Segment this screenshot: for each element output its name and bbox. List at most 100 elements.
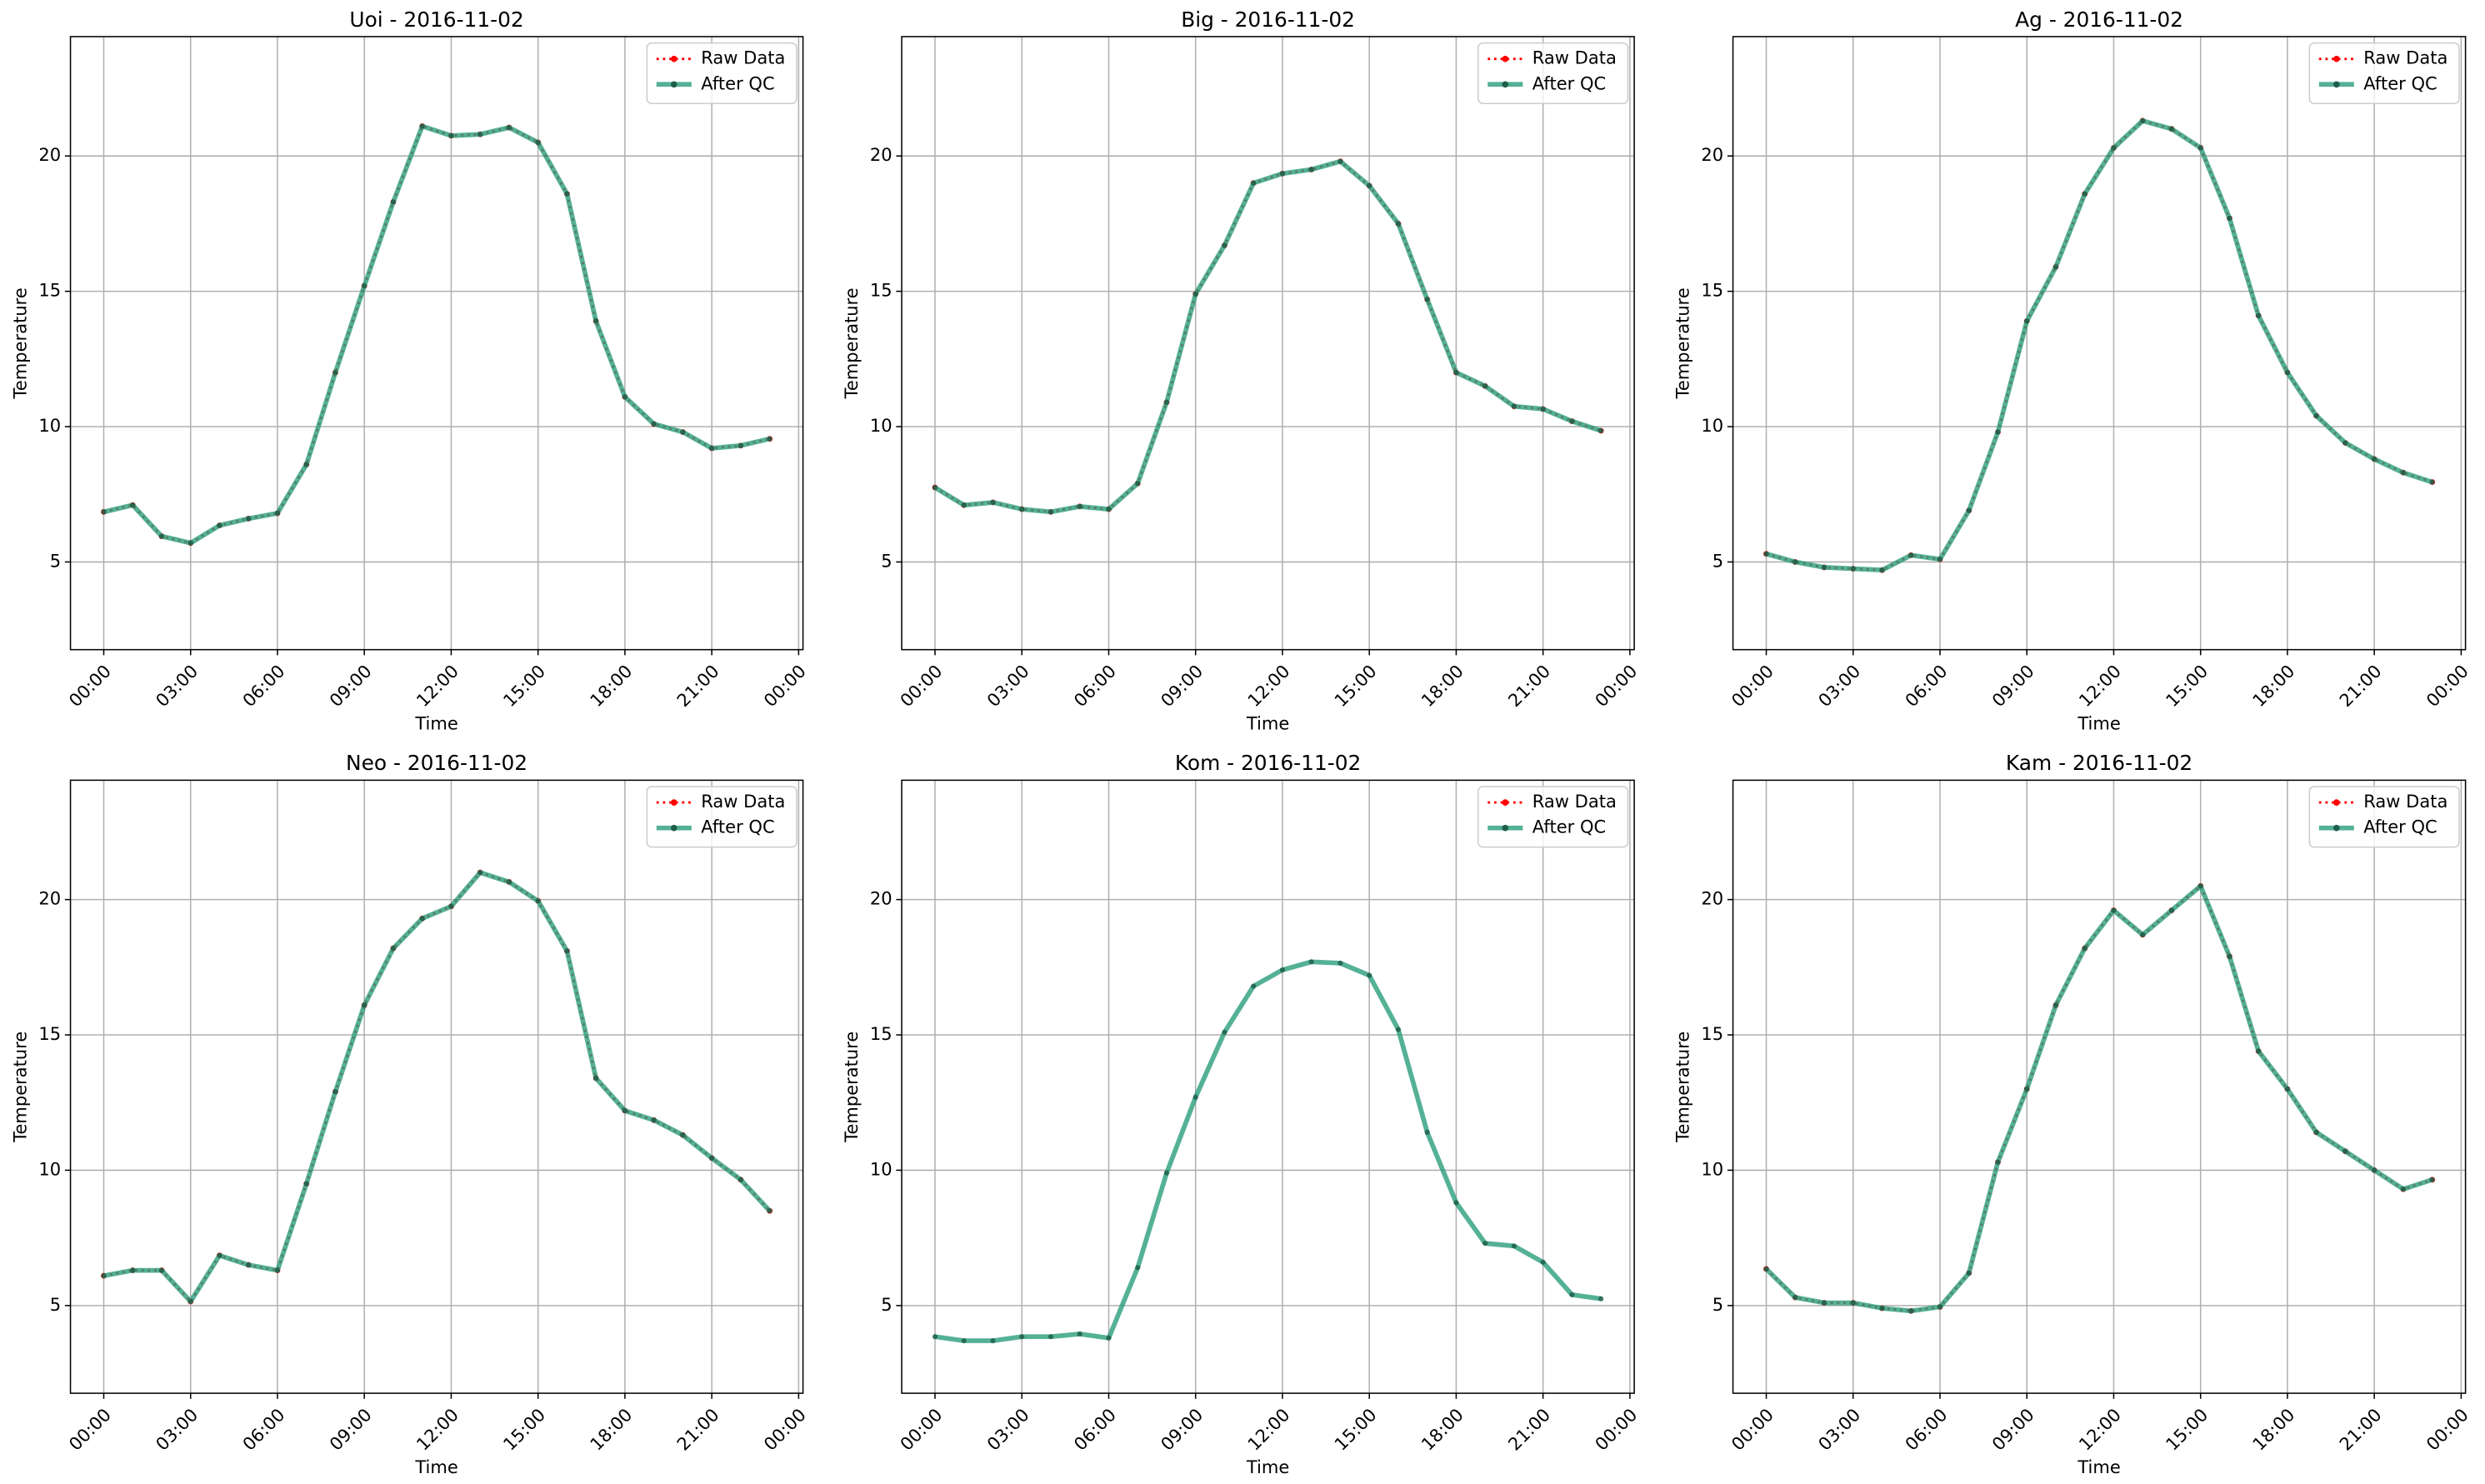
data-point xyxy=(1019,507,1025,512)
data-point xyxy=(2111,907,2117,913)
legend-label: Raw Data xyxy=(2363,47,2448,68)
x-tick-label: 12:00 xyxy=(1243,1404,1294,1455)
data-point xyxy=(2313,1129,2319,1136)
legend-marker xyxy=(2332,799,2340,806)
legend: Raw Data After QC xyxy=(1478,42,1629,104)
chart-title: Big - 2016-11-02 xyxy=(1181,7,1355,32)
data-point xyxy=(1279,171,1286,177)
x-tick-label: 09:00 xyxy=(325,1404,376,1455)
axes-frame xyxy=(1732,779,2467,1394)
data-point xyxy=(1763,551,1769,557)
data-point xyxy=(1251,180,1257,186)
subplot: 00:00 03:00 06:00 09:00 12:00 15:00 18:00 21:00… xyxy=(841,7,1642,734)
legend: Raw Data After QC xyxy=(1478,786,1629,848)
y-tick-label: 10 xyxy=(1701,415,1723,436)
data-point xyxy=(274,510,281,517)
data-point xyxy=(1598,427,1604,433)
x-tick-label: 09:00 xyxy=(325,661,376,712)
y-axis-label: Temperature xyxy=(841,287,862,399)
data-point xyxy=(1569,1292,1575,1297)
x-tick-label: 06:00 xyxy=(1901,1404,1952,1455)
data-point xyxy=(1222,1029,1228,1035)
data-point xyxy=(101,509,107,515)
data-point xyxy=(246,1262,252,1268)
data-point xyxy=(651,421,657,427)
data-point xyxy=(303,1181,309,1187)
x-tick-label: 06:00 xyxy=(1069,1404,1120,1455)
y-tick-label: 5 xyxy=(50,550,61,571)
data-point xyxy=(1163,1170,1170,1176)
x-tick-label: 00:00 xyxy=(759,661,810,712)
data-point xyxy=(448,903,454,909)
chart-title: Uoi - 2016-11-02 xyxy=(349,7,523,32)
data-point xyxy=(1279,967,1286,973)
legend-marker xyxy=(2332,824,2340,832)
x-tick-label: 21:00 xyxy=(2335,661,2386,712)
y-axis-label: Temperature xyxy=(1672,287,1692,399)
series-line xyxy=(1764,883,2433,1314)
legend-marker xyxy=(1502,799,1509,806)
x-tick-label: 18:00 xyxy=(586,1404,637,1455)
x-tick-label: 06:00 xyxy=(1901,661,1952,712)
y-tick-label: 15 xyxy=(870,280,892,301)
y-tick-label: 15 xyxy=(1701,280,1723,301)
chart-title: Kam - 2016-11-02 xyxy=(2006,751,2192,775)
subplot: 00:00 03:00 06:00 09:00 12:00 15:00 18:00 21:00… xyxy=(841,751,1642,1477)
data-point xyxy=(2284,369,2290,376)
legend-marker xyxy=(1502,81,1509,88)
data-point xyxy=(2168,126,2175,132)
data-point xyxy=(158,533,165,539)
data-point xyxy=(2227,953,2232,959)
x-tick-label: 15:00 xyxy=(2162,661,2212,712)
data-point xyxy=(158,1267,165,1273)
data-point xyxy=(419,123,425,129)
subplot: 00:00 03:00 06:00 09:00 12:00 15:00 18:00 21:00… xyxy=(1672,7,2472,734)
y-tick-label: 20 xyxy=(38,144,61,165)
data-point xyxy=(1424,1129,1430,1136)
x-tick-label: 12:00 xyxy=(412,661,462,712)
legend-marker xyxy=(670,824,678,832)
data-point xyxy=(1792,1295,1798,1301)
data-point xyxy=(1908,552,1914,558)
data-point xyxy=(332,1089,338,1095)
axes-frame xyxy=(901,779,1635,1394)
x-tick-label: 00:00 xyxy=(1728,1404,1778,1455)
legend-label: After QC xyxy=(701,72,774,93)
data-point xyxy=(217,522,222,528)
y-axis-label: Temperature xyxy=(841,1032,862,1143)
y-tick-label: 10 xyxy=(870,1158,892,1179)
data-point xyxy=(1395,1027,1401,1032)
axes-frame xyxy=(69,36,804,651)
data-point xyxy=(448,132,454,138)
plot-area xyxy=(1732,780,2466,1394)
data-point xyxy=(1106,1335,1112,1341)
plot-area xyxy=(1732,36,2466,650)
x-axis-label: Time xyxy=(414,712,458,733)
data-point xyxy=(1821,564,1828,570)
data-point xyxy=(1482,1241,1488,1247)
data-point xyxy=(390,946,397,952)
x-tick-label: 18:00 xyxy=(2248,1404,2299,1455)
y-axis-label: Temperature xyxy=(9,287,30,399)
y-axis-label: Temperature xyxy=(1672,1032,1692,1143)
legend-marker xyxy=(1502,55,1509,62)
x-tick-label: 06:00 xyxy=(238,661,289,712)
data-point xyxy=(1077,1331,1082,1337)
plot-area xyxy=(70,36,803,650)
data-point xyxy=(1540,406,1546,412)
x-tick-label: 12:00 xyxy=(2074,661,2125,712)
data-point xyxy=(2227,215,2232,221)
data-point xyxy=(2052,1002,2059,1008)
data-point xyxy=(1763,1266,1769,1272)
axes-frame xyxy=(69,779,804,1394)
x-tick-label: 21:00 xyxy=(2335,1404,2386,1455)
series-line xyxy=(102,123,771,546)
data-point xyxy=(478,870,483,876)
data-point xyxy=(2168,907,2175,913)
x-axis-label: Time xyxy=(1246,712,1289,733)
data-point xyxy=(1966,1270,1972,1276)
data-point xyxy=(1106,507,1112,512)
data-point xyxy=(2198,883,2203,889)
y-tick-label: 10 xyxy=(38,1158,61,1179)
data-point xyxy=(1135,1265,1141,1271)
